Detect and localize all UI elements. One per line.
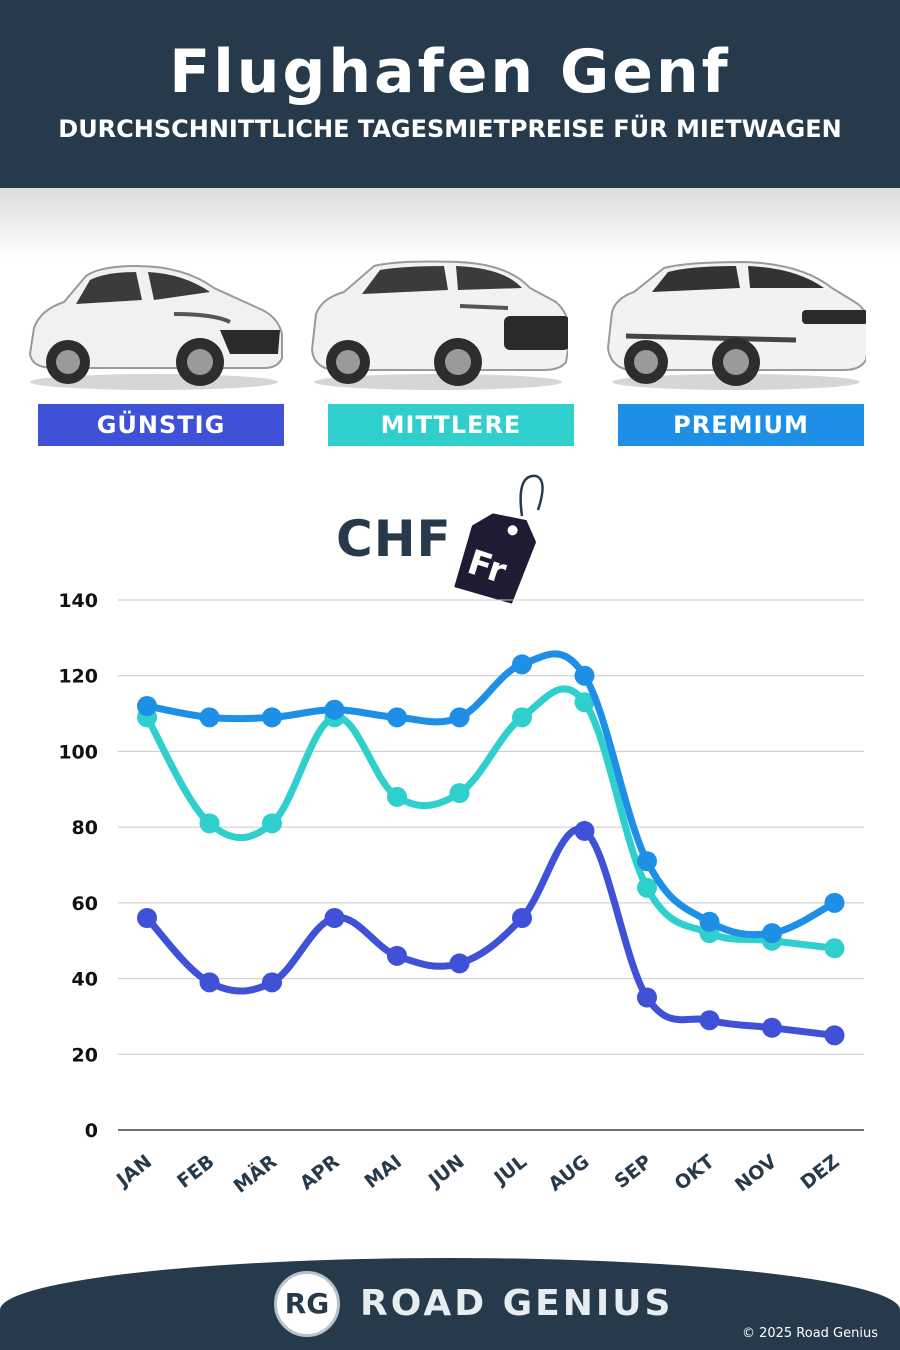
legend-mittlere: MITTLERE bbox=[328, 404, 574, 446]
data-point-günstig-aug bbox=[574, 820, 595, 841]
data-point-premium-sep bbox=[637, 851, 657, 872]
x-tick-label: NOV bbox=[731, 1150, 781, 1196]
x-tick-label: SEP bbox=[611, 1151, 657, 1193]
hatchback-car-icon bbox=[28, 264, 283, 390]
data-point-mittlere-dez bbox=[824, 938, 845, 959]
y-tick-label: 80 bbox=[72, 817, 98, 839]
data-point-premium-jul bbox=[512, 654, 532, 675]
page-title: Flughafen Genf bbox=[169, 37, 731, 107]
data-point-mittlere-sep bbox=[637, 877, 657, 898]
series-line-premium bbox=[143, 650, 838, 939]
data-point-günstig-jul bbox=[512, 908, 532, 928]
series-line-mittlere bbox=[143, 685, 838, 952]
data-point-premium-jan bbox=[137, 696, 157, 716]
data-point-mittlere-mai bbox=[387, 786, 407, 807]
header: Flughafen Genf DURCHSCHNITTLICHE TAGESMI… bbox=[0, 0, 900, 188]
logo-letters: RG bbox=[284, 1287, 330, 1320]
data-point-premium-feb bbox=[199, 707, 220, 728]
y-tick-label: 100 bbox=[58, 741, 98, 763]
y-tick-label: 120 bbox=[58, 666, 98, 688]
premium-suv-car-icon bbox=[606, 260, 866, 390]
copyright: © 2025 Road Genius bbox=[741, 1326, 878, 1341]
data-point-mittlere-feb bbox=[199, 813, 220, 834]
data-point-günstig-jan bbox=[137, 908, 157, 928]
data-point-günstig-nov bbox=[762, 1017, 782, 1038]
page-subtitle: DURCHSCHNITTLICHE TAGESMIETPREISE FÜR MI… bbox=[58, 115, 842, 143]
x-tick-label: MÄR bbox=[228, 1149, 281, 1198]
y-tick-label: 140 bbox=[58, 590, 98, 612]
x-tick-label: AUG bbox=[544, 1151, 593, 1196]
data-point-günstig-mär bbox=[262, 972, 282, 993]
header-shadow bbox=[0, 188, 900, 258]
data-point-premium-mai bbox=[387, 707, 407, 728]
x-tick-label: FEB bbox=[173, 1151, 218, 1193]
y-tick-label: 60 bbox=[72, 893, 98, 915]
x-tick-label: JAN bbox=[111, 1151, 156, 1193]
data-point-premium-apr bbox=[324, 699, 345, 720]
x-tick-label: OKT bbox=[670, 1151, 718, 1195]
data-point-günstig-sep bbox=[637, 987, 657, 1008]
data-point-günstig-dez bbox=[824, 1025, 845, 1046]
currency-label: CHF bbox=[336, 510, 452, 568]
data-point-günstig-jun bbox=[449, 953, 470, 974]
data-point-premium-okt bbox=[699, 911, 720, 932]
data-point-günstig-apr bbox=[324, 908, 345, 928]
y-tick-label: 20 bbox=[72, 1044, 98, 1066]
road-genius-logo: RG bbox=[274, 1271, 340, 1337]
x-tick-label: DEZ bbox=[797, 1151, 844, 1195]
data-point-premium-nov bbox=[762, 923, 782, 944]
x-tick-label: APR bbox=[296, 1150, 344, 1194]
brand-name: ROAD GENIUS bbox=[360, 1283, 674, 1324]
price-tag-icon: Fr bbox=[454, 474, 544, 604]
line-chart: 0 20 40 60 80 100 120 140 JAN FEB MÄR APR MAI JUN JUL A… bbox=[58, 590, 864, 1198]
footer bbox=[0, 1258, 900, 1350]
y-tick-label: 0 bbox=[85, 1120, 98, 1142]
data-point-premium-aug bbox=[574, 665, 595, 686]
legend-premium: PREMIUM bbox=[618, 404, 864, 446]
x-tick-label: MAI bbox=[360, 1151, 406, 1193]
y-tick-label: 40 bbox=[72, 969, 98, 991]
data-point-mittlere-mär bbox=[262, 813, 282, 834]
data-point-günstig-okt bbox=[699, 1010, 720, 1031]
x-tick-label: JUN bbox=[423, 1151, 468, 1193]
data-point-günstig-feb bbox=[199, 972, 220, 993]
legend-guenstig: GÜNSTIG bbox=[38, 404, 284, 446]
data-point-mittlere-jul bbox=[512, 707, 532, 728]
data-point-premium-jun bbox=[449, 707, 470, 728]
data-point-premium-mär bbox=[262, 707, 282, 728]
data-point-günstig-mai bbox=[387, 945, 407, 966]
suv-car-icon bbox=[310, 260, 568, 390]
data-point-mittlere-aug bbox=[574, 692, 595, 713]
data-point-mittlere-jun bbox=[449, 783, 470, 804]
data-point-premium-dez bbox=[824, 892, 845, 913]
x-tick-label: JUL bbox=[489, 1151, 531, 1191]
